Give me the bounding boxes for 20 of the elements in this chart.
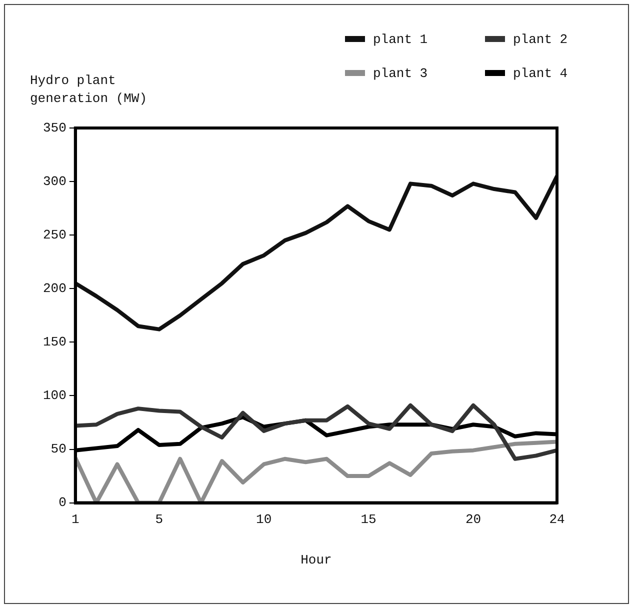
x-tick-label: 20 <box>465 512 482 528</box>
y-tick-label: 50 <box>50 442 66 457</box>
y-axis-title: Hydro plant generation (MW) <box>30 72 148 108</box>
y-tick-label: 100 <box>43 388 66 404</box>
legend-label: plant 4 <box>513 66 568 80</box>
x-tick-label: 10 <box>256 512 272 528</box>
legend-label: plant 3 <box>373 66 428 80</box>
legend-label: plant 1 <box>373 32 428 46</box>
y-tick-label: 150 <box>43 334 66 350</box>
x-tick-label: 5 <box>155 512 164 528</box>
y-tick-label: 250 <box>43 228 66 243</box>
x-tick-label: 24 <box>549 512 565 528</box>
x-tick-label: 15 <box>360 512 376 528</box>
y-tick-label: 350 <box>43 120 66 136</box>
x-axis-title: Hour <box>300 552 332 568</box>
legend-label: plant 2 <box>513 32 568 46</box>
y-tick-label: 300 <box>43 174 66 189</box>
x-tick-label: 1 <box>72 512 80 528</box>
y-tick-label: 0 <box>58 495 66 510</box>
y-tick-label: 200 <box>43 281 66 296</box>
